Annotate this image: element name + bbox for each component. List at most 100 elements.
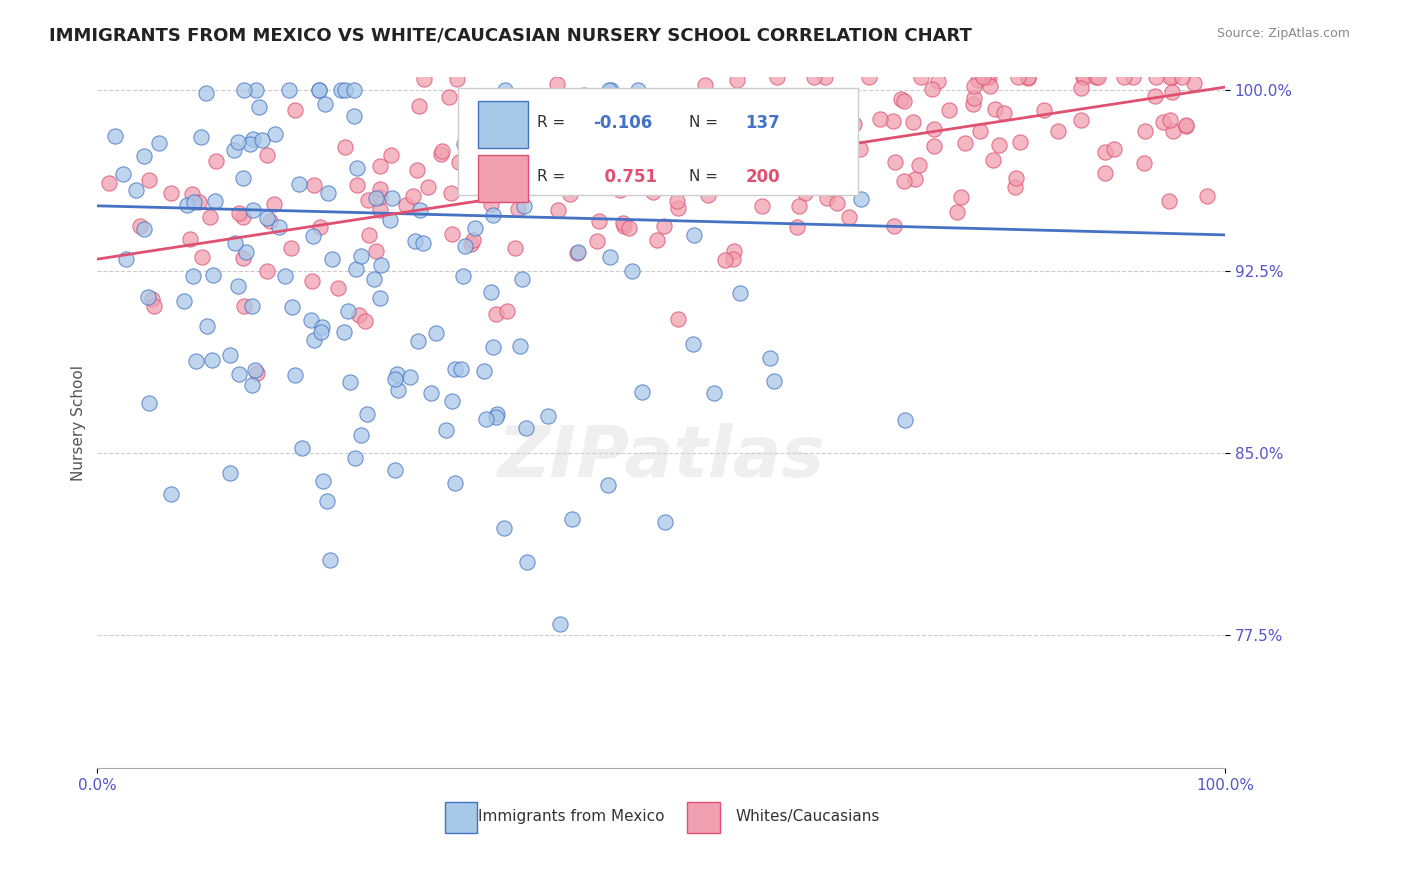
Point: [463, 172, 485, 186]
Point: [1047, 124, 1070, 138]
Point: [280, 241, 302, 255]
Point: [924, 121, 946, 136]
Point: [104, 129, 127, 144]
Point: [311, 320, 333, 334]
Point: [387, 384, 409, 398]
Point: [245, 363, 267, 377]
Point: [240, 378, 263, 392]
Point: [464, 221, 486, 235]
Point: [728, 286, 751, 301]
Point: [425, 326, 447, 340]
Point: [588, 213, 610, 227]
Point: [479, 197, 502, 211]
Point: [412, 235, 434, 250]
Point: [683, 227, 706, 242]
Point: [617, 221, 640, 235]
Point: [603, 93, 626, 107]
Point: [132, 149, 155, 163]
Point: [516, 555, 538, 569]
Point: [224, 236, 246, 251]
Point: [240, 299, 263, 313]
Point: [226, 279, 249, 293]
Point: [1157, 194, 1180, 208]
Point: [1070, 113, 1092, 128]
Point: [949, 190, 972, 204]
Point: [284, 103, 307, 117]
Point: [1122, 70, 1144, 85]
Point: [567, 245, 589, 260]
Point: [370, 258, 392, 272]
Point: [815, 191, 838, 205]
Point: [141, 292, 163, 306]
Point: [682, 336, 704, 351]
Point: [195, 87, 218, 101]
Point: [494, 82, 516, 96]
Point: [267, 219, 290, 234]
Point: [235, 244, 257, 259]
Point: [1159, 113, 1181, 128]
Point: [406, 334, 429, 348]
Point: [513, 198, 536, 212]
Point: [246, 366, 269, 380]
Point: [541, 134, 564, 148]
Point: [713, 253, 735, 268]
Point: [404, 235, 426, 249]
Point: [1094, 166, 1116, 180]
Point: [1017, 70, 1039, 85]
Point: [786, 219, 808, 234]
Point: [755, 121, 778, 136]
Point: [188, 194, 211, 209]
Point: [709, 153, 731, 168]
Point: [302, 228, 325, 243]
Text: R =: R =: [537, 115, 571, 130]
Point: [370, 160, 392, 174]
Point: [631, 384, 654, 399]
Point: [1135, 124, 1157, 138]
Point: [333, 82, 356, 96]
Point: [799, 142, 821, 156]
Point: [558, 143, 581, 157]
Point: [883, 155, 905, 169]
Point: [977, 70, 1000, 85]
Point: [449, 155, 471, 169]
Point: [738, 152, 761, 166]
Point: [446, 71, 468, 86]
Y-axis label: Nursery School: Nursery School: [72, 365, 86, 481]
Point: [509, 338, 531, 352]
Text: N =: N =: [689, 115, 723, 130]
Point: [793, 186, 815, 200]
Point: [838, 175, 860, 189]
Point: [486, 407, 509, 421]
Point: [176, 198, 198, 212]
Point: [359, 227, 381, 242]
Point: [190, 130, 212, 145]
Point: [408, 99, 430, 113]
Point: [138, 396, 160, 410]
Point: [1033, 103, 1056, 117]
Point: [250, 133, 273, 147]
Point: [904, 171, 927, 186]
Point: [780, 132, 803, 146]
Point: [256, 263, 278, 277]
Point: [418, 179, 440, 194]
Point: [894, 412, 917, 426]
Point: [201, 353, 224, 368]
Point: [645, 233, 668, 247]
Point: [621, 135, 644, 149]
Point: [955, 136, 977, 151]
Point: [333, 140, 356, 154]
Point: [395, 198, 418, 212]
Point: [479, 285, 502, 300]
Point: [228, 367, 250, 381]
Point: [264, 128, 287, 142]
Point: [1163, 124, 1185, 138]
Point: [138, 290, 160, 304]
Point: [548, 616, 571, 631]
Point: [205, 154, 228, 169]
FancyBboxPatch shape: [458, 87, 859, 194]
Point: [281, 300, 304, 314]
Point: [927, 74, 949, 88]
Point: [907, 159, 929, 173]
Point: [938, 103, 960, 117]
Point: [561, 511, 583, 525]
